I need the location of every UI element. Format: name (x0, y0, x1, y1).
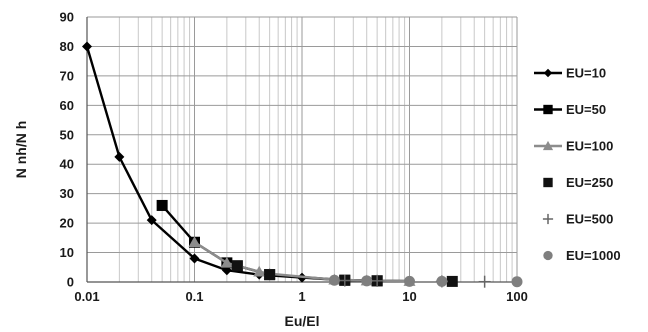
data-point (231, 260, 243, 272)
marker-square (543, 104, 553, 115)
data-point (189, 253, 200, 264)
legend-label: EU=250 (566, 175, 613, 190)
series-eu-1000 (328, 274, 523, 288)
data-point (478, 275, 491, 288)
legend-label: EU=500 (566, 212, 613, 227)
legend-item: EU=1000 (543, 248, 621, 263)
y-tick-label: 90 (60, 10, 74, 25)
y-axis-title: N nh/N h (13, 121, 29, 179)
legend-label: EU=100 (566, 139, 613, 154)
data-point (264, 269, 276, 281)
data-point (114, 151, 125, 162)
y-tick-label: 40 (60, 157, 74, 172)
x-tick-label: 1 (298, 289, 305, 304)
y-tick-label: 50 (60, 127, 74, 142)
legend-item: EU=250 (543, 175, 613, 190)
data-point (338, 274, 351, 287)
y-tick-label: 70 (60, 68, 74, 83)
x-axis-title: Eu/El (284, 313, 319, 329)
marker-square (543, 177, 553, 188)
legend-item: EU=100 (534, 139, 613, 154)
x-tick-label: 0.1 (185, 289, 203, 304)
data-point (146, 215, 157, 226)
y-tick-label: 30 (60, 186, 74, 201)
data-point (82, 41, 92, 52)
x-tick-label: 0.01 (74, 289, 99, 304)
data-point (188, 236, 201, 248)
data-point (361, 275, 373, 287)
legend: EU=10 EU=50 EU=100 EU=250 EU=500 EU=1000 (534, 66, 621, 263)
legend-label: EU=1000 (566, 248, 621, 263)
data-point (328, 274, 340, 286)
series-layer (82, 41, 523, 288)
data-point (436, 275, 448, 287)
marker-circle (543, 250, 553, 261)
legend-item: EU=50 (534, 102, 606, 117)
data-point (253, 265, 266, 277)
legend-label: EU=50 (566, 102, 606, 117)
data-point (404, 275, 415, 287)
legend-item: EU=10 (534, 66, 606, 81)
x-tick-label: 100 (506, 289, 528, 304)
axes: 0 10 20 30 40 50 60 70 80 90 0.01 0.1 1 10 100 (60, 10, 528, 305)
marker-plus (542, 213, 554, 225)
legend-label: EU=10 (566, 66, 606, 81)
legend-item: EU=500 (542, 212, 613, 227)
data-point (446, 275, 458, 287)
y-tick-label: 80 (60, 39, 74, 54)
marker-triangle (542, 140, 554, 151)
grid (86, 16, 518, 283)
data-point (371, 274, 384, 287)
y-tick-label: 10 (60, 245, 74, 260)
data-point (156, 199, 168, 211)
y-tick-label: 0 (67, 275, 74, 290)
marker-diamond (543, 68, 553, 78)
y-tick-label: 20 (60, 216, 74, 231)
y-tick-label: 60 (60, 98, 74, 113)
data-point (220, 256, 233, 268)
x-tick-label: 10 (402, 289, 416, 304)
data-point (511, 276, 523, 288)
